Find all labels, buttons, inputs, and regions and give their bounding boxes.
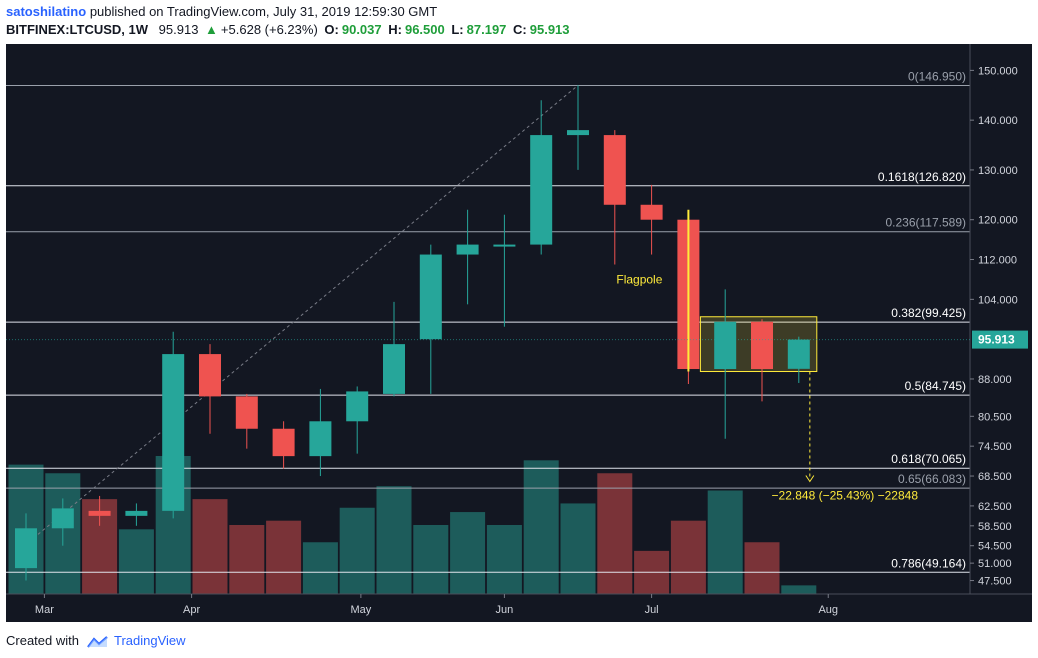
candle-body (383, 344, 405, 394)
last-price-badge (972, 330, 1028, 349)
price-axis-background (970, 44, 1032, 594)
volume-bar (118, 529, 154, 594)
time-tick-label: Aug (818, 604, 838, 616)
volume-bar (486, 525, 522, 594)
plot-background (6, 44, 970, 594)
flagpole-label: Flagpole (616, 272, 662, 286)
volume-bar (707, 490, 743, 594)
chart-area[interactable]: 0(146.950) 0.1618(126.820) 0.236(117.589) 0… (6, 44, 1032, 622)
volume-bar (302, 542, 338, 594)
volume-bar (229, 525, 265, 594)
candle-body (419, 254, 442, 340)
time-axis-background (6, 594, 1032, 622)
volume-bar (413, 525, 449, 594)
candle-body (125, 510, 148, 516)
projection-arrow-icon (805, 475, 815, 483)
low-label: L: (451, 22, 464, 37)
fib-level-label: 0.786(49.164) (891, 556, 966, 570)
close-label: C: (513, 22, 527, 37)
volume-bar (670, 520, 706, 594)
price-tick-label: 88.000 (978, 374, 1012, 386)
volume-bar (376, 486, 412, 594)
time-tick-label: May (350, 604, 371, 616)
candle-body (714, 321, 737, 370)
candle-body (88, 510, 111, 516)
volume-bar (339, 507, 375, 594)
tradingview-logo-icon (86, 635, 108, 648)
candle-body (493, 244, 516, 247)
published-text: published on TradingView.com, July 31, 2… (89, 4, 438, 19)
price-tick-label: 104.000 (978, 294, 1018, 306)
fib-level-label: 0(146.950) (908, 70, 966, 84)
candle-body (199, 354, 221, 397)
price-tick-label: 120.000 (978, 215, 1018, 227)
fib-level-label: 0.382(99.425) (891, 306, 966, 320)
price-tick-label: 140.000 (978, 115, 1018, 127)
trend-line (33, 84, 579, 539)
volume-bar (560, 503, 596, 594)
price-chart[interactable]: 0(146.950) 0.1618(126.820) 0.236(117.589) 0… (6, 44, 1032, 622)
fib-level-label: 0.618(70.065) (891, 452, 966, 466)
change-up-icon: ▲ (205, 22, 218, 37)
price-tick-label: 150.000 (978, 65, 1018, 77)
fib-level-label: 0.236(117.589) (885, 216, 966, 230)
price-tick-label: 130.000 (978, 165, 1018, 177)
volume-bar (266, 520, 302, 594)
price-tick-label: 68.500 (978, 471, 1012, 483)
volume-bar (597, 473, 633, 594)
candle-body (603, 135, 626, 205)
price-tick-label: 47.500 (978, 576, 1012, 588)
candle-body (751, 321, 773, 370)
created-with-text: Created with (6, 633, 79, 648)
volume-bar (192, 499, 228, 594)
open-value: 90.037 (341, 22, 382, 37)
high-label: H: (388, 22, 402, 37)
last-price: 95.913 (158, 22, 199, 37)
price-tick-label: 58.500 (978, 521, 1012, 533)
candle-body (272, 428, 295, 457)
projection-label: −22.848 (−25.43%) −22848 (772, 489, 919, 503)
fib-level-label: 0.5(84.745) (905, 379, 966, 393)
low-value: 87.197 (466, 22, 507, 37)
change-value: +5.628 (+6.23%) (220, 22, 318, 37)
volume-bar (523, 460, 559, 594)
author-link[interactable]: satoshilatino (6, 4, 87, 19)
fib-level-label: 0.65(66.083) (898, 472, 966, 486)
tradingview-brand[interactable]: TradingView (114, 633, 186, 648)
price-tick-label: 112.000 (978, 255, 1017, 267)
candle-body (787, 339, 810, 369)
price-tick-label: 62.500 (978, 501, 1012, 513)
fib-level-label: 0.1618(126.820) (878, 170, 966, 184)
open-label: O: (324, 22, 339, 37)
price-tick-label: 51.000 (978, 558, 1012, 570)
footer: Created with TradingView (6, 632, 186, 650)
last-price-badge-label: 95.913 (978, 333, 1015, 347)
publish-line: satoshilatino published on TradingView.c… (6, 3, 1026, 21)
candle-body (51, 508, 74, 529)
chart-header: satoshilatino published on TradingView.c… (6, 3, 1026, 39)
symbol-label[interactable]: BITFINEX:LTCUSD, 1W (6, 22, 149, 37)
candle-body (530, 135, 553, 245)
close-value: 95.913 (529, 22, 570, 37)
price-tick-label: 74.500 (978, 441, 1012, 453)
time-tick-label: Jul (645, 604, 659, 616)
high-value: 96.500 (404, 22, 445, 37)
candle-body (456, 244, 479, 255)
time-tick-label: Apr (183, 604, 200, 616)
price-tick-label: 80.500 (978, 411, 1012, 423)
candle-body (235, 396, 258, 429)
symbol-line: BITFINEX:LTCUSD, 1W 95.913 ▲ +5.628 (+6.2… (6, 21, 1026, 39)
candle-body (15, 528, 37, 569)
volume-bar (744, 542, 780, 594)
candle-body (346, 391, 369, 422)
candle-body (640, 204, 663, 220)
time-tick-label: Jun (496, 604, 514, 616)
price-tick-label: 54.500 (978, 541, 1012, 553)
volume-bar (781, 585, 817, 594)
candle-body (309, 421, 332, 457)
candle-body (567, 130, 589, 136)
candle-body (162, 354, 185, 511)
volume-bar (450, 512, 486, 594)
time-tick-label: Mar (35, 604, 54, 616)
